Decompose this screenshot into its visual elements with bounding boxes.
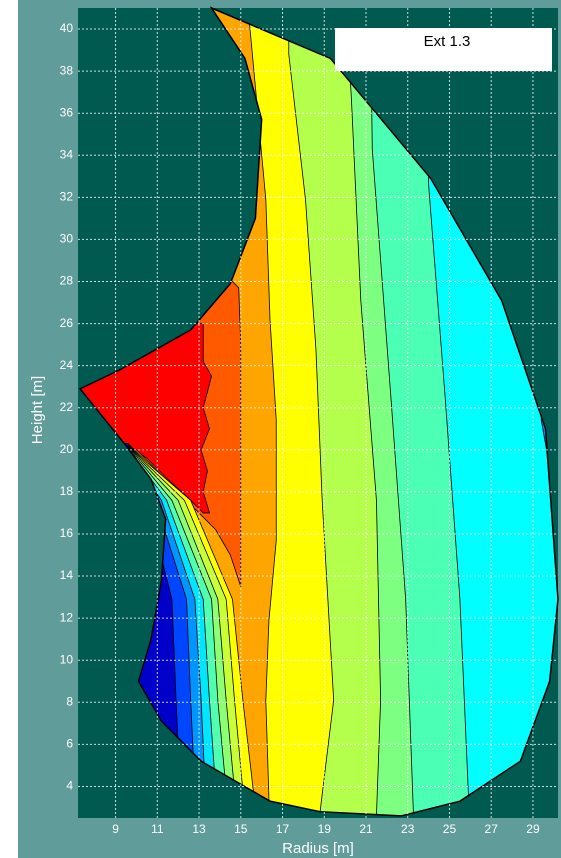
legend-box	[335, 28, 552, 71]
x-tick-label: 21	[359, 822, 373, 836]
y-axis-label: Height [m]	[29, 376, 46, 444]
y-tick-label: 12	[60, 610, 74, 624]
shape-outline	[78, 6, 559, 817]
x-tick-label: 17	[276, 822, 290, 836]
y-tick-label: 24	[60, 358, 74, 372]
y-tick-label: 22	[60, 400, 74, 414]
y-tick-label: 28	[60, 274, 74, 288]
y-tick-label: 14	[60, 568, 74, 582]
x-tick-label: 15	[234, 822, 248, 836]
x-tick-label: 29	[526, 822, 540, 836]
y-tick-label: 16	[60, 526, 74, 540]
y-tick-label: 34	[60, 147, 74, 161]
y-tick-label: 30	[60, 232, 74, 246]
overlay	[78, 6, 559, 818]
y-tick-label: 4	[66, 779, 73, 793]
y-tick-label: 40	[60, 21, 74, 35]
y-tick-label: 26	[60, 316, 74, 330]
y-tick-label: 10	[60, 652, 74, 666]
y-tick-label: 20	[60, 442, 74, 456]
x-tick-label: 13	[192, 822, 206, 836]
y-tick-label: 32	[60, 190, 74, 204]
x-tick-label: 19	[318, 822, 332, 836]
y-tick-label: 38	[60, 63, 74, 77]
y-tick-label: 8	[66, 694, 73, 708]
y-tick-label: 36	[60, 105, 74, 119]
x-axis-label: Radius [m]	[282, 840, 354, 857]
y-tick-label: 18	[60, 484, 74, 498]
x-tick-label: 9	[112, 822, 119, 836]
x-tick-label: 25	[443, 822, 457, 836]
x-tick-label: 11	[151, 822, 164, 836]
y-tick-label: 6	[66, 737, 73, 751]
x-tick-label: 27	[485, 822, 499, 836]
legend-text: Ext 1.3	[424, 33, 471, 50]
x-tick-label: 23	[401, 822, 415, 836]
